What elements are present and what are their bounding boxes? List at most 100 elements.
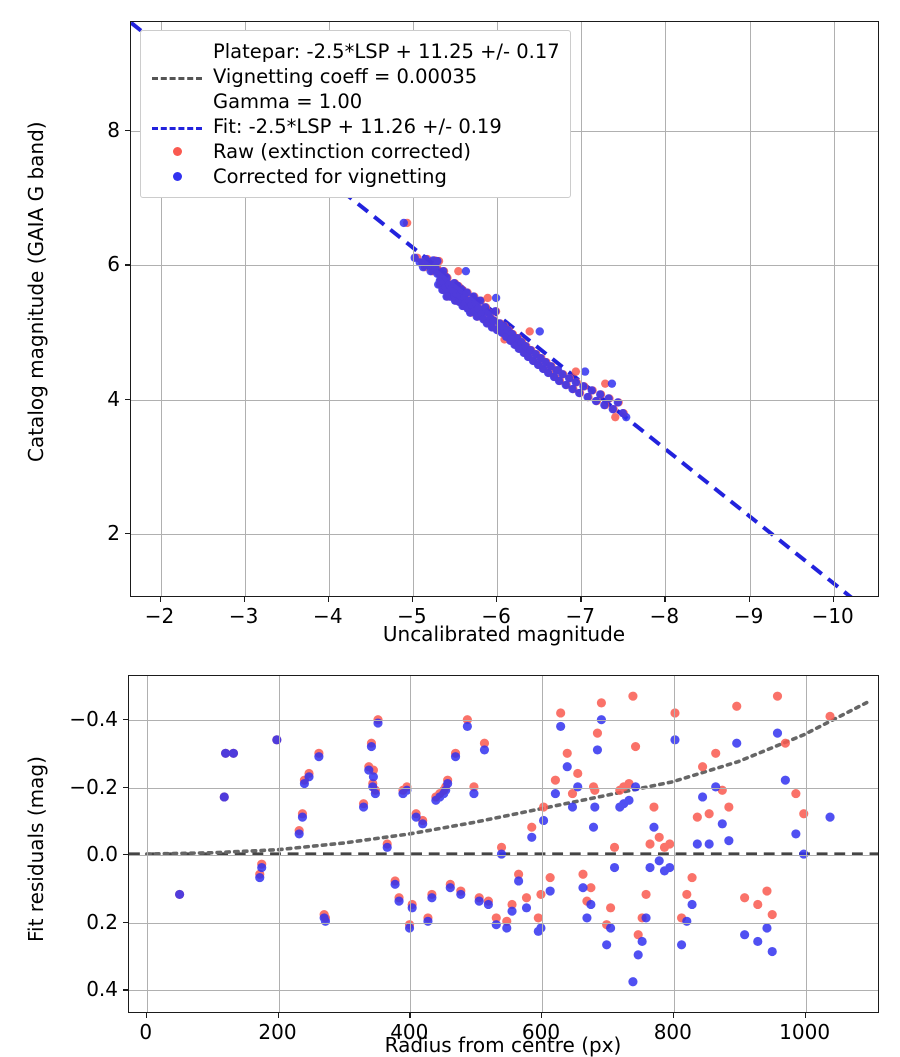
y-tick-mark xyxy=(125,264,130,266)
data-point xyxy=(407,899,417,910)
data-point xyxy=(459,301,468,311)
data-point xyxy=(799,849,809,859)
x-tick-mark xyxy=(159,597,161,602)
data-point xyxy=(450,748,461,758)
data-point xyxy=(507,335,516,344)
data-point xyxy=(676,913,687,923)
x-tick-label: 1000 xyxy=(779,1020,831,1044)
data-point xyxy=(431,792,441,802)
data-point xyxy=(446,292,455,301)
data-point xyxy=(398,789,408,799)
data-point xyxy=(602,940,612,950)
data-point xyxy=(500,335,509,344)
y-tick-label: 6 xyxy=(107,252,120,277)
data-point xyxy=(454,266,463,276)
data-point xyxy=(508,329,518,339)
data-point xyxy=(390,879,400,889)
data-point xyxy=(475,304,484,313)
data-point xyxy=(436,272,445,281)
legend-handle-gray-dashed-line xyxy=(150,67,204,87)
data-point xyxy=(573,768,583,779)
data-point xyxy=(654,856,664,866)
data-point xyxy=(469,292,478,301)
data-point xyxy=(692,812,702,822)
data-point xyxy=(521,893,532,903)
data-point xyxy=(622,412,631,422)
data-point xyxy=(762,923,772,933)
data-point xyxy=(454,297,464,307)
data-point xyxy=(448,284,457,293)
data-point xyxy=(558,370,567,379)
data-point xyxy=(607,379,617,388)
data-point xyxy=(497,328,507,337)
data-point xyxy=(439,277,449,287)
data-point xyxy=(628,977,638,987)
data-point xyxy=(443,292,452,301)
data-point xyxy=(460,299,470,308)
data-point xyxy=(453,289,462,299)
x-tick-mark xyxy=(411,597,414,602)
data-point xyxy=(449,287,458,296)
data-point xyxy=(451,296,461,305)
gridline-horizontal xyxy=(129,787,878,789)
calibration-legend[interactable]: Platepar: -2.5*LSP + 11.25 +/- 0.17 Vign… xyxy=(140,30,571,198)
data-point xyxy=(486,313,495,323)
data-point xyxy=(428,266,437,276)
data-point xyxy=(533,360,543,370)
data-point xyxy=(445,292,455,301)
data-point xyxy=(549,372,559,382)
data-point xyxy=(470,292,479,301)
data-point xyxy=(562,762,572,772)
data-point xyxy=(474,304,483,313)
data-point xyxy=(468,300,477,309)
data-point xyxy=(458,301,467,311)
data-point xyxy=(382,842,392,852)
data-point xyxy=(502,332,512,341)
data-point xyxy=(445,879,455,889)
data-point xyxy=(519,348,528,358)
data-point xyxy=(539,364,549,374)
data-point xyxy=(421,254,430,264)
data-point xyxy=(294,825,304,836)
scatter-series xyxy=(399,218,631,422)
residuals-plot-area[interactable] xyxy=(128,675,879,1013)
data-point xyxy=(479,745,490,755)
data-point xyxy=(442,273,451,283)
legend-item-fit: Fit: -2.5*LSP + 11.26 +/- 0.19 xyxy=(150,114,560,139)
data-point xyxy=(507,336,516,346)
data-point xyxy=(825,812,835,822)
data-point xyxy=(445,883,455,893)
data-point xyxy=(175,889,185,899)
data-point xyxy=(297,809,308,819)
data-point xyxy=(503,325,513,335)
data-point xyxy=(654,832,664,842)
data-point xyxy=(571,378,581,387)
data-point xyxy=(609,842,620,852)
legend-handle-blank xyxy=(150,42,204,62)
data-point xyxy=(780,738,790,748)
data-point xyxy=(649,802,659,812)
data-point xyxy=(366,741,377,752)
gridline-horizontal xyxy=(129,922,878,924)
data-point xyxy=(645,862,655,873)
y-tick-label: 0.0 xyxy=(86,842,118,867)
y-tick-mark xyxy=(123,854,128,856)
x-tick-mark xyxy=(672,1013,675,1018)
y-tick-label: 0.2 xyxy=(86,909,118,934)
data-point xyxy=(537,354,546,363)
data-point xyxy=(465,296,474,305)
data-point xyxy=(297,812,308,822)
data-point xyxy=(575,388,585,398)
data-point xyxy=(472,312,481,321)
data-point xyxy=(420,262,429,272)
data-point xyxy=(423,254,432,264)
data-point xyxy=(572,378,581,387)
data-point xyxy=(319,913,329,923)
data-point xyxy=(467,300,476,309)
data-point xyxy=(762,886,772,896)
legend-handle-red-dot xyxy=(150,142,204,162)
x-tick-label: −3 xyxy=(228,604,259,628)
data-point xyxy=(556,708,566,718)
data-point xyxy=(441,277,450,287)
data-point xyxy=(550,372,560,382)
